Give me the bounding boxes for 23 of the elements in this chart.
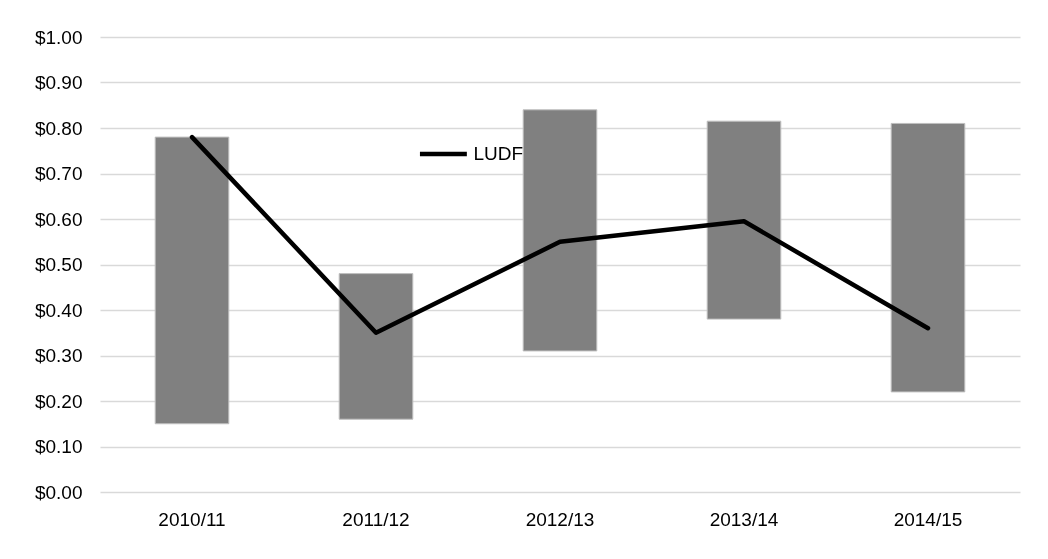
y-tick-label: $0.30 xyxy=(34,345,83,366)
x-tick-label: 2011/12 xyxy=(342,508,410,530)
bar xyxy=(522,109,598,352)
y-tick-label: $0.70 xyxy=(34,163,83,184)
x-tick-label: 2010/11 xyxy=(158,508,226,530)
x-tick-label: 2013/14 xyxy=(709,508,779,530)
x-tick-label: 2012/13 xyxy=(525,508,595,530)
bar xyxy=(338,273,414,420)
y-tick-label: $0.10 xyxy=(34,436,83,457)
bar xyxy=(154,136,230,425)
y-tick-label: $0.80 xyxy=(34,117,83,139)
y-tick-label: $0.90 xyxy=(34,72,83,93)
y-tick-label: $1.00 xyxy=(34,26,83,48)
line-series xyxy=(189,134,931,335)
x-tick-label: 2014/15 xyxy=(893,508,963,530)
y-tick-label: $0.40 xyxy=(34,299,83,321)
y-tick-label: $0.60 xyxy=(34,208,83,230)
y-tick-label: $0.20 xyxy=(34,390,83,412)
legend-label: LUDF xyxy=(473,143,524,164)
bar xyxy=(890,122,966,393)
bar xyxy=(706,120,782,320)
y-tick-label: $0.00 xyxy=(34,481,83,503)
y-tick-label: $0.50 xyxy=(34,254,83,275)
